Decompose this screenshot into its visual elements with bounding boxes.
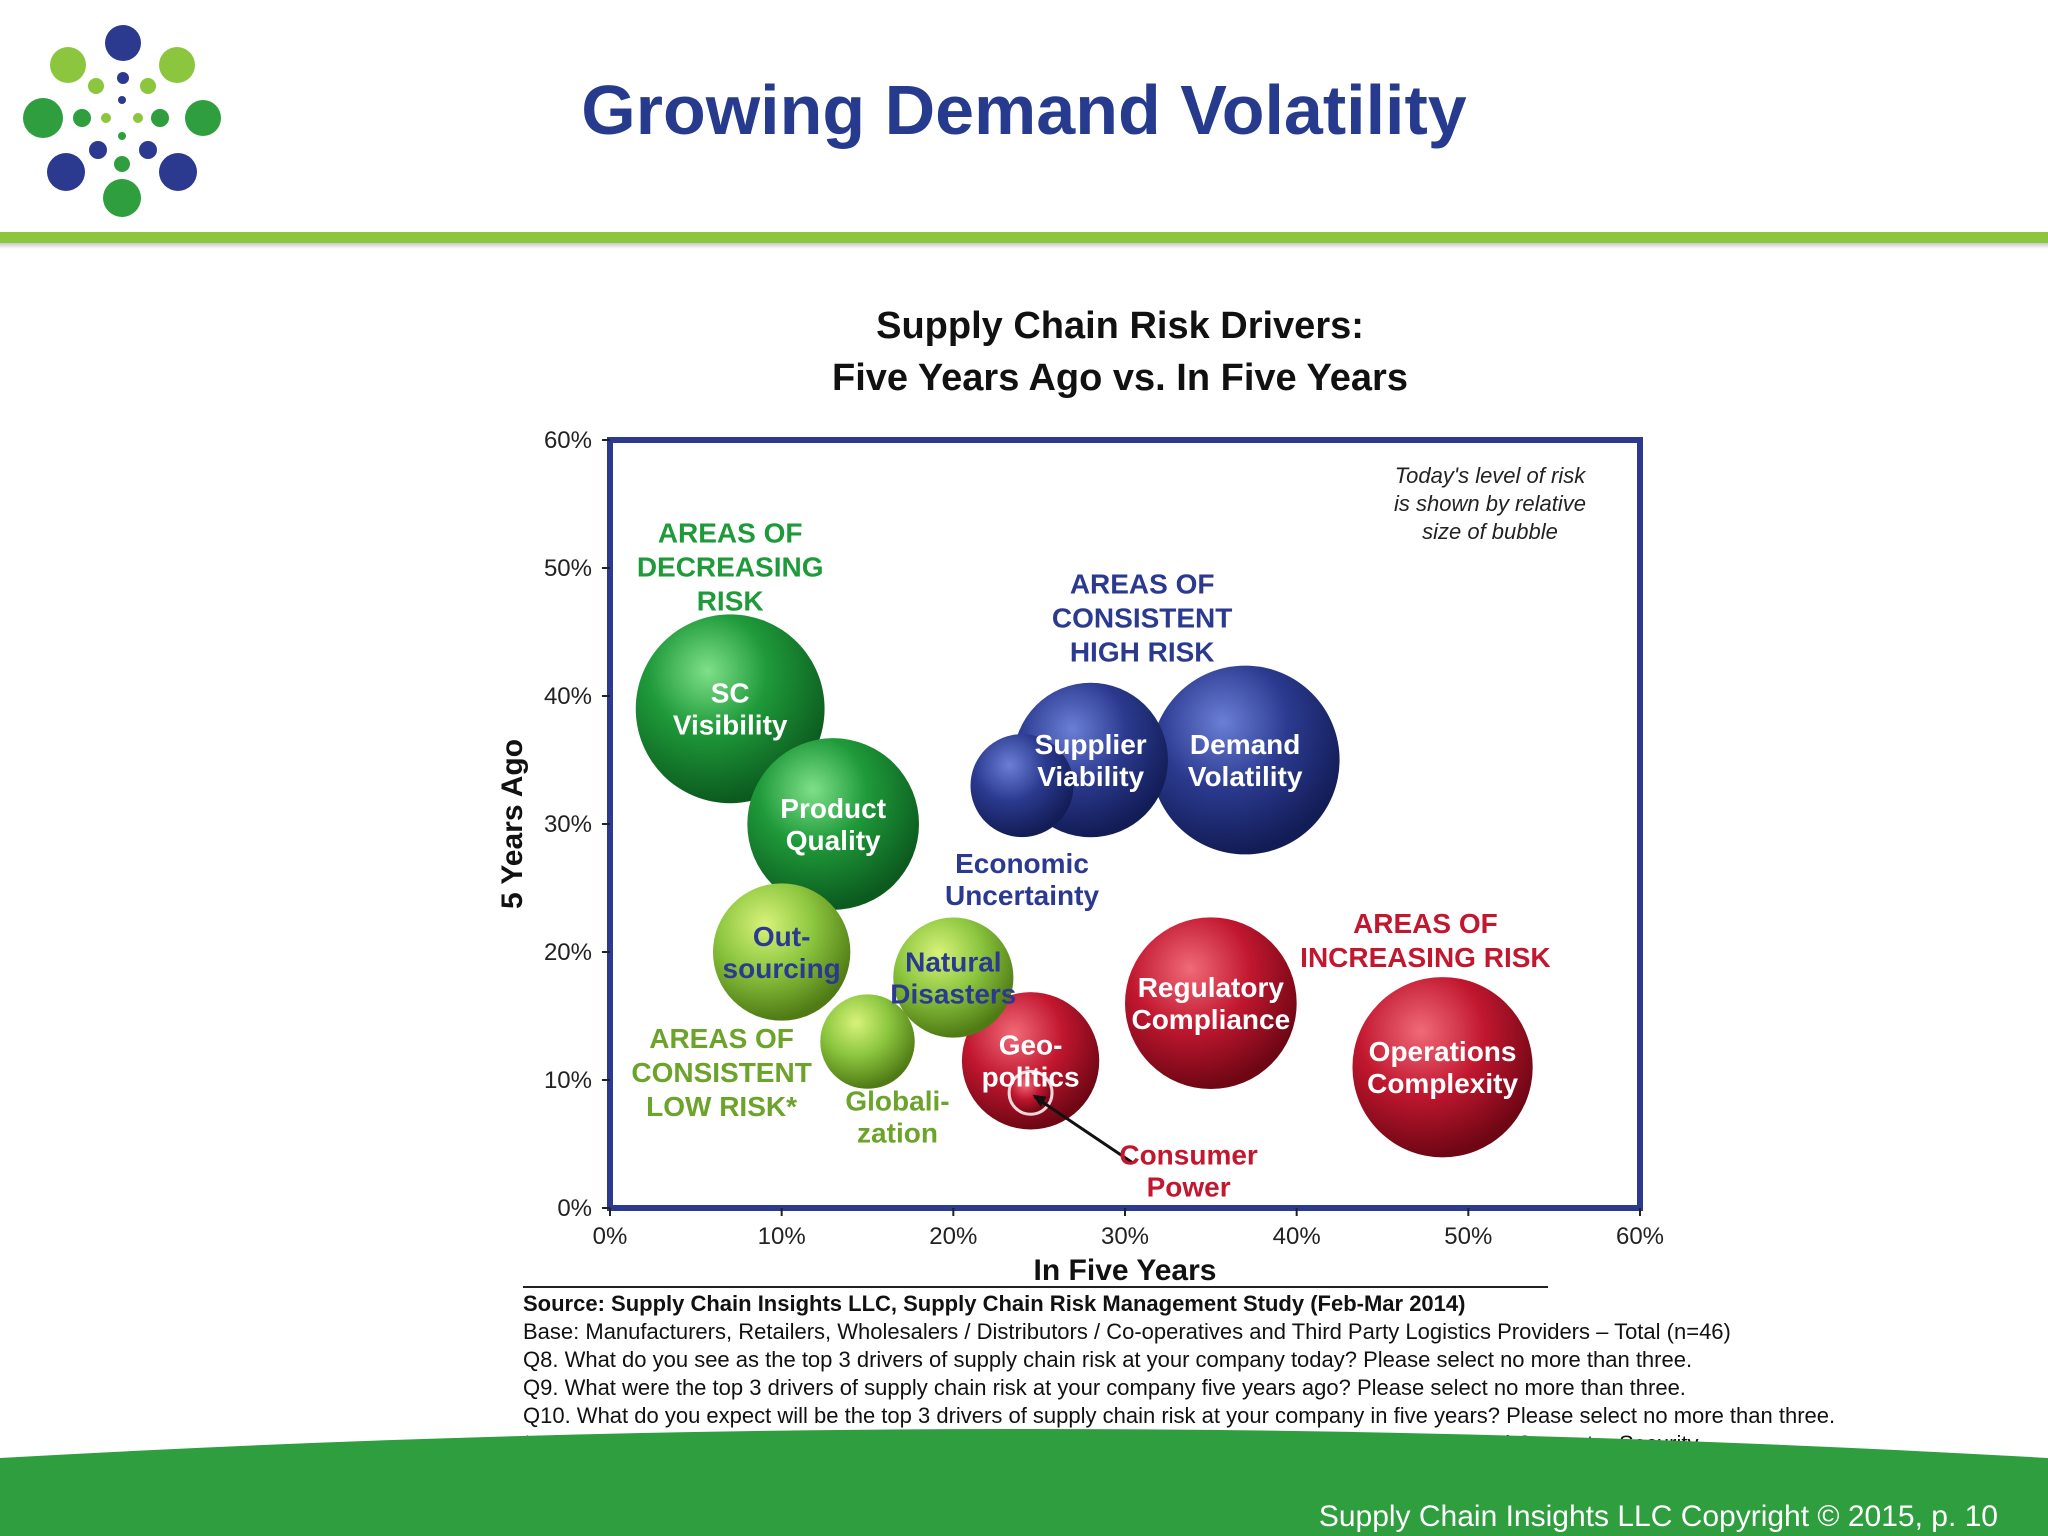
bubble-globali-zation: [820, 994, 915, 1089]
source-line: Source: Supply Chain Insights LLC, Suppl…: [523, 1291, 1466, 1316]
chart-subtitle: Five Years Ago vs. In Five Years: [832, 357, 1408, 399]
y-axis-label: 5 Years Ago: [496, 739, 529, 909]
chart-title: Supply Chain Risk Drivers:: [876, 305, 1364, 347]
bubble-label-regulatory-compliance: Compliance: [1131, 1004, 1290, 1035]
y-tick-label: 50%: [544, 555, 592, 582]
y-tick-label: 60%: [544, 427, 592, 454]
bubble-label-product-quality: Quality: [786, 825, 881, 856]
bubble-label-globali-zation: Globali-: [845, 1086, 949, 1117]
x-tick-label: 60%: [1616, 1223, 1664, 1250]
bubble-label-geo-politics: politics: [982, 1062, 1080, 1093]
x-tick-label: 0%: [593, 1223, 628, 1250]
footer-band: [0, 1429, 2048, 1536]
bubble-label-demand-volatility: Volatility: [1188, 761, 1303, 792]
notes-divider: [523, 1286, 1548, 1288]
consumer-power-pointer: [1033, 1095, 1134, 1165]
region-label-low: LOW RISK*: [646, 1091, 797, 1122]
header-divider-shadow: [0, 243, 2048, 249]
chart-note-line: size of bubble: [1422, 519, 1558, 544]
bubble-label-consumer-power: Consumer: [1119, 1140, 1258, 1171]
bubble-sc-visibility: [635, 614, 825, 804]
y-tick-label: 20%: [544, 939, 592, 966]
chart-title-block: Supply Chain Risk Drivers: Five Years Ag…: [620, 300, 1620, 404]
bubble-label-product-quality: Product: [780, 793, 886, 824]
company-logo: [23, 25, 221, 217]
chart-note-line: is shown by relative: [1394, 491, 1586, 516]
bubble-product-quality: [747, 738, 920, 910]
y-tick-label: 10%: [544, 1067, 592, 1094]
y-tick-label: 40%: [544, 683, 592, 710]
chart-note-line: Today's level of risk: [1394, 463, 1586, 488]
note-line-q8: Q8. What do you see as the top 3 drivers…: [523, 1347, 1693, 1372]
bubble-label-natural-disasters: Natural: [905, 946, 1001, 977]
note-line-base: Base: Manufacturers, Retailers, Wholesal…: [523, 1319, 1731, 1344]
bubble-label-consumer-power: Power: [1147, 1172, 1231, 1203]
y-tick-label: 0%: [557, 1195, 592, 1222]
bubble-label-out-sourcing: Out-: [753, 921, 811, 952]
bubble-label-economic-uncertainty: Uncertainty: [945, 880, 1099, 911]
bubble-natural-disasters: [893, 917, 1014, 1038]
bubble-label-sc-visibility: Visibility: [673, 710, 788, 741]
chart-note: Today's level of risk is shown by relati…: [1330, 462, 1650, 546]
y-tick-label: 30%: [544, 811, 592, 838]
region-label-high: AREAS OF: [1070, 569, 1215, 600]
region-label-decreasing: AREAS OF: [658, 517, 803, 548]
region-label-low: CONSISTENT: [631, 1057, 811, 1088]
header-divider: [0, 232, 2048, 243]
bubble-label-geo-politics: Geo-: [999, 1030, 1063, 1061]
x-tick-label: 30%: [1101, 1223, 1149, 1250]
bubble-label-operations-complexity: Complexity: [1367, 1068, 1518, 1099]
bubble-label-supplier-viability: Viability: [1037, 761, 1144, 792]
pointer-arrowhead: [1032, 1094, 1047, 1107]
slide-title: Growing Demand Volatility: [581, 71, 1467, 149]
copyright-text: Supply Chain Insights LLC Copyright © 20…: [1318, 1500, 1998, 1533]
bubble-out-sourcing: [713, 883, 851, 1021]
x-axis-label: In Five Years: [1034, 1254, 1217, 1287]
x-tick-label: 20%: [929, 1223, 977, 1250]
region-label-high: CONSISTENT: [1052, 603, 1232, 634]
bubble-label-demand-volatility: Demand: [1190, 729, 1300, 760]
x-tick-label: 10%: [758, 1223, 806, 1250]
note-line-q9: Q9. What were the top 3 drivers of suppl…: [523, 1375, 1686, 1400]
region-label-decreasing: RISK: [697, 585, 764, 616]
note-line-q10: Q10. What do you expect will be the top …: [523, 1403, 1836, 1428]
bubble-regulatory-compliance: [1125, 917, 1297, 1090]
bubble-label-natural-disasters: Disasters: [890, 978, 1016, 1009]
bubble-operations-complexity: [1352, 977, 1533, 1158]
bubble-label-regulatory-compliance: Regulatory: [1138, 972, 1285, 1003]
region-label-increasing: INCREASING RISK: [1300, 942, 1550, 973]
bubble-geo-politics: [961, 992, 1100, 1130]
bubble-chart: 0% 10% 20% 30% 40% 50% 60% 0% 10% 20% 30% 40% 50% 60%…: [496, 427, 1664, 1287]
region-label-low: AREAS OF: [649, 1023, 794, 1054]
bubble-label-out-sourcing: sourcing: [723, 953, 841, 984]
bubble-label-supplier-viability: Supplier: [1035, 729, 1147, 760]
bubble-label-operations-complexity: Operations: [1369, 1036, 1517, 1067]
bubble-economic-uncertainty: [970, 734, 1074, 838]
x-tick-label: 40%: [1273, 1223, 1321, 1250]
bubble-demand-volatility: [1150, 665, 1340, 855]
x-tick-label: 50%: [1444, 1223, 1492, 1250]
region-label-increasing: AREAS OF: [1353, 908, 1498, 939]
bubble-label-globali-zation: zation: [857, 1118, 938, 1149]
bubble-label-sc-visibility: SC: [711, 678, 750, 709]
region-label-decreasing: DECREASING: [637, 551, 824, 582]
bubble-label-economic-uncertainty: Economic: [955, 848, 1089, 879]
region-label-high: HIGH RISK: [1070, 637, 1215, 668]
